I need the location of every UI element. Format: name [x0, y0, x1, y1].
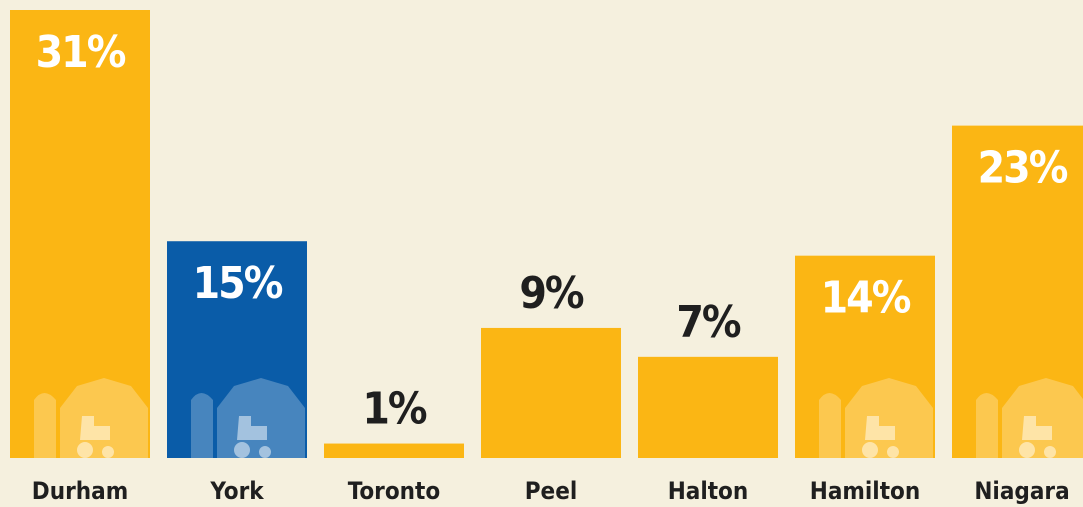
barn-icon: [191, 378, 305, 458]
value-label: 31%: [36, 27, 126, 78]
bar: [481, 327, 621, 458]
bar: [324, 443, 464, 458]
bar: [638, 356, 778, 458]
category-label: Hamilton: [810, 477, 920, 505]
tractor: [1019, 416, 1056, 458]
tractor: [77, 416, 114, 458]
barn-icon: [819, 378, 933, 458]
category-label: Toronto: [348, 477, 440, 505]
tractor: [234, 416, 271, 458]
value-label: 9%: [519, 268, 584, 319]
tractor: [862, 416, 899, 458]
value-label: 23%: [978, 143, 1068, 194]
category-label: Halton: [668, 477, 749, 505]
category-label: York: [209, 477, 264, 505]
value-label: 14%: [821, 273, 911, 324]
silo: [819, 393, 841, 458]
barn-icon: [976, 378, 1083, 458]
silo: [34, 393, 56, 458]
bar: [167, 241, 307, 458]
category-label: Niagara: [974, 477, 1069, 505]
value-label: 7%: [676, 297, 741, 348]
silo: [976, 393, 998, 458]
category-label: Durham: [32, 477, 128, 505]
barn-icon: [34, 378, 148, 458]
bar: [10, 10, 150, 458]
silo: [191, 393, 213, 458]
bar: [952, 125, 1083, 458]
category-label: Peel: [525, 477, 578, 505]
value-label: 15%: [193, 258, 283, 309]
bar: [795, 255, 935, 458]
value-label: 1%: [362, 384, 427, 435]
